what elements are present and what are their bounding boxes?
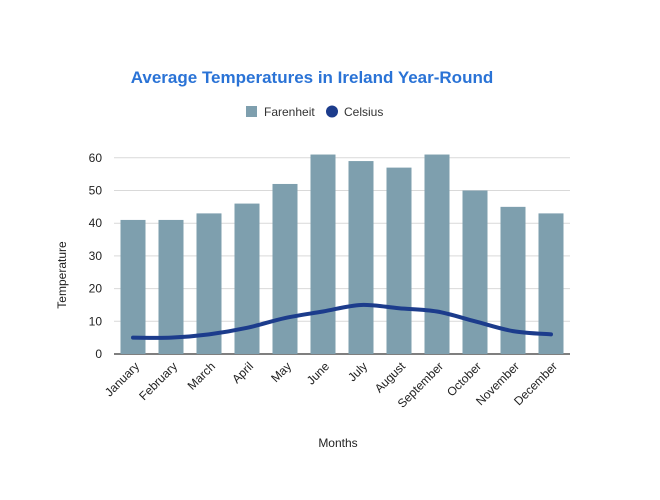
x-tick-label-july: July — [345, 359, 370, 384]
chart-title: Average Temperatures in Ireland Year-Rou… — [131, 68, 493, 87]
bar-july — [348, 161, 374, 354]
x-tick-label-february: February — [136, 359, 180, 403]
x-tick-label-may: May — [268, 359, 294, 385]
bar-october — [462, 190, 488, 354]
y-tick-label: 50 — [89, 184, 103, 198]
legend-swatch-celsius — [326, 105, 338, 118]
x-tick-label-june: June — [304, 359, 333, 388]
legend: Farenheit Celsius — [246, 105, 383, 119]
bar-december — [538, 213, 564, 354]
y-tick-label: 10 — [89, 314, 103, 328]
bar-february — [158, 219, 184, 354]
bar-march — [196, 213, 222, 354]
celsius-line — [131, 302, 553, 340]
legend-label-celsius: Celsius — [344, 105, 383, 119]
y-tick-label: 60 — [89, 151, 103, 165]
y-axis-ticks: 0 10 20 30 40 50 60 — [89, 151, 103, 361]
bar-january — [120, 219, 146, 354]
y-tick-label: 40 — [89, 216, 103, 230]
y-tick-label: 20 — [89, 282, 103, 296]
x-tick-label-march: March — [185, 359, 218, 392]
y-tick-label: 30 — [89, 249, 103, 263]
x-tick-label-august: August — [372, 359, 409, 396]
gridlines — [114, 157, 570, 355]
legend-swatch-farenheit — [246, 106, 257, 117]
bar-series-farenheit — [120, 154, 564, 354]
x-axis-label: Months — [318, 436, 357, 450]
bar-august — [386, 167, 412, 354]
x-tick-label-april: April — [229, 359, 256, 386]
bar-may — [272, 183, 298, 354]
bar-september — [424, 154, 450, 354]
y-axis-label: Temperature — [55, 241, 69, 309]
y-tick-label: 0 — [95, 347, 102, 361]
line-series-celsius — [131, 302, 553, 340]
legend-label-farenheit: Farenheit — [264, 105, 315, 119]
bar-june — [310, 154, 336, 354]
